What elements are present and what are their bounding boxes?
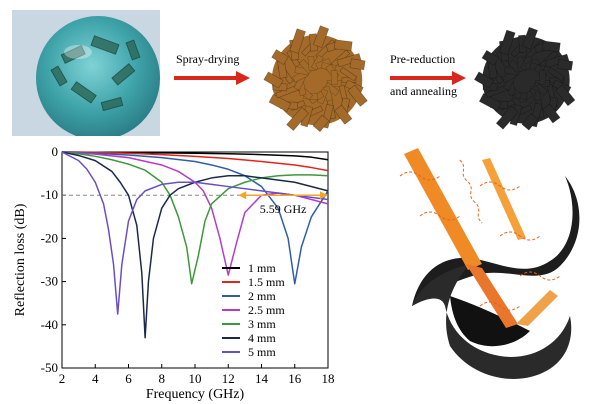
series-line [61, 151, 329, 285]
petal [339, 66, 358, 82]
petal [312, 114, 330, 132]
wave-absorption-illustration [399, 148, 580, 379]
x-tick-label: 4 [92, 371, 99, 386]
process-arrow-1 [174, 71, 250, 85]
petal [473, 71, 495, 89]
x-tick-label: 16 [288, 371, 302, 386]
petal [289, 28, 306, 54]
series-line [61, 151, 329, 315]
annotation-arrowhead [320, 191, 328, 200]
y-tick-label: -30 [41, 274, 58, 289]
x-tick-label: 14 [255, 371, 269, 386]
petal [336, 53, 362, 68]
petal [263, 71, 284, 89]
x-axis-label: Frequency (GHz) [146, 387, 245, 402]
petal [498, 29, 516, 56]
x-tick-label: 10 [189, 371, 202, 386]
legend-label: 1 mm [248, 261, 276, 275]
droplet-photo [12, 10, 160, 140]
annotation-arrowhead [238, 191, 247, 200]
brown-flower-icon [263, 25, 368, 132]
petal [334, 104, 353, 125]
petal [349, 58, 366, 71]
y-tick-label: -40 [41, 317, 58, 332]
series-line [61, 151, 329, 339]
petal [547, 67, 566, 82]
arrow-head [236, 71, 250, 85]
petal [557, 58, 574, 71]
petal [312, 25, 330, 49]
y-tick-label: 0 [52, 144, 59, 159]
petal [271, 49, 289, 66]
step2-label-line1: Pre-reduction [390, 52, 456, 66]
step1-label: Spray-drying [176, 52, 240, 66]
y-tick-label: -50 [41, 360, 58, 375]
x-tick-label: 18 [322, 371, 335, 386]
x-tick-label: 2 [59, 371, 66, 386]
wave-squiggles [399, 171, 561, 311]
petal [478, 93, 502, 112]
y-tick-label: -20 [41, 230, 58, 245]
reflected-wave-icon [466, 158, 558, 328]
x-tick-label: 6 [125, 371, 132, 386]
legend-label: 2 mm [248, 289, 276, 303]
legend-label: 3 mm [248, 317, 276, 331]
petal [481, 49, 500, 66]
reflection-loss-chart: 2 4 6 8 10 12 14 16 18 0 -10 -20 -30 -40 -50 Frequency … [13, 144, 335, 402]
flower-petals [473, 26, 576, 131]
petal [541, 40, 561, 53]
droplet-sphere-icon [36, 16, 160, 140]
petal [333, 39, 353, 52]
flower-petals [263, 25, 368, 132]
annotation-label: 5.59 GHz [260, 202, 307, 216]
series-line [61, 151, 329, 285]
petal [521, 26, 538, 50]
petal [495, 105, 519, 130]
y-tick-label: -10 [41, 187, 58, 202]
petal [539, 70, 546, 85]
petal [521, 113, 539, 131]
petal [347, 84, 368, 107]
petal [330, 70, 338, 85]
petal [268, 93, 292, 113]
petal [554, 84, 576, 107]
plot-frame [61, 151, 329, 369]
petal [286, 106, 310, 131]
y-axis-label: Reflection loss (dB) [13, 203, 28, 316]
process-arrow-2 [390, 71, 466, 85]
curved-sheet-icon [412, 176, 580, 379]
x-tick-label: 8 [159, 371, 166, 386]
black-flower-icon [473, 26, 576, 131]
legend-label: 4 mm [248, 331, 276, 345]
series-line [61, 151, 329, 172]
petal [542, 103, 561, 124]
step2-label-line2: and annealing [390, 84, 457, 98]
legend-label: 2.5 mm [248, 303, 285, 317]
incident-wave-icon [404, 148, 483, 270]
x-tick-label: 12 [222, 371, 235, 386]
legend-label: 1.5 mm [248, 275, 285, 289]
petal [544, 53, 570, 68]
legend-label: 5 mm [248, 345, 276, 359]
arrow-head [452, 71, 466, 85]
